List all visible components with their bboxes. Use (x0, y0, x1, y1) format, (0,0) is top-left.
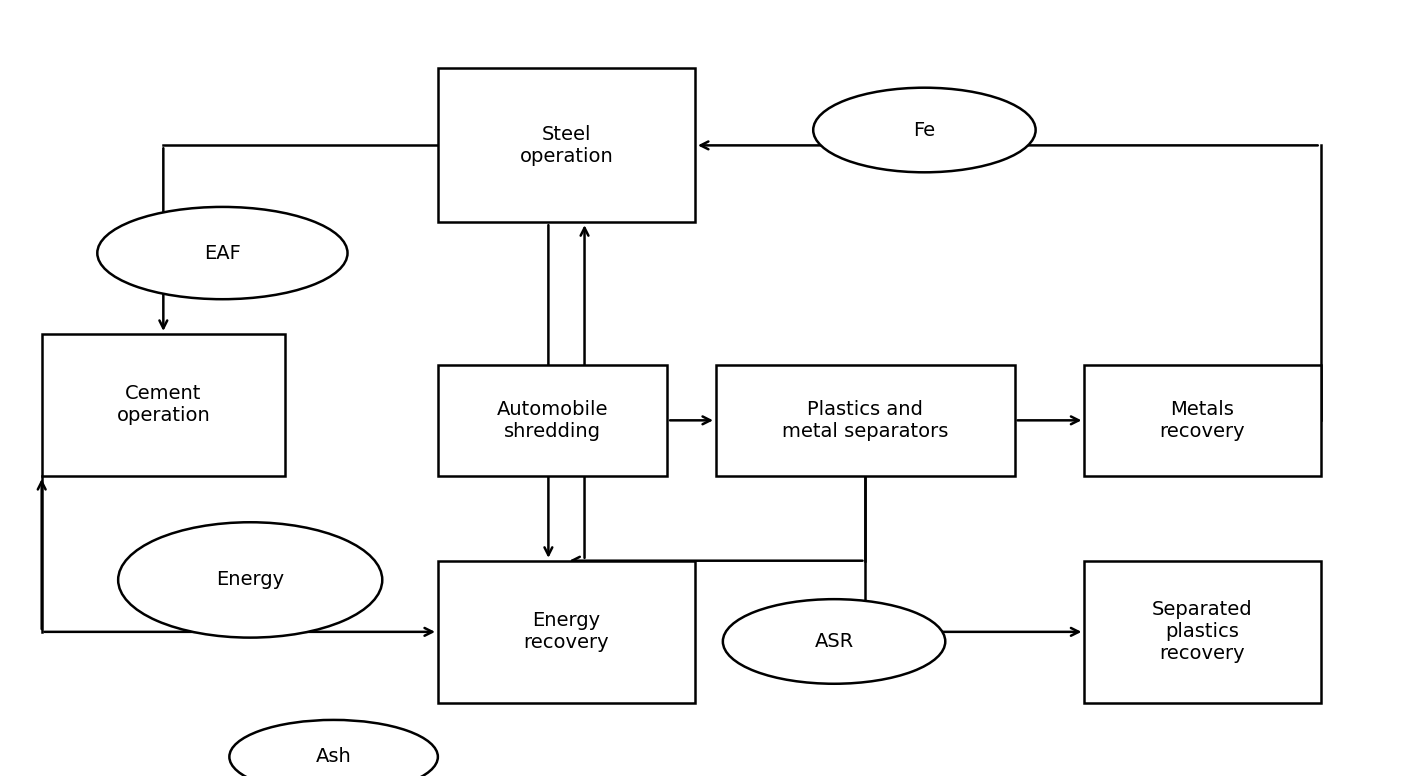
Text: Fe: Fe (914, 121, 935, 139)
Text: Automobile
shredding: Automobile shredding (497, 400, 608, 441)
FancyBboxPatch shape (1084, 561, 1321, 703)
Text: Metals
recovery: Metals recovery (1160, 400, 1245, 441)
FancyBboxPatch shape (438, 561, 695, 703)
Text: Energy
recovery: Energy recovery (524, 612, 609, 652)
Text: Cement
operation: Cement operation (117, 384, 211, 425)
Ellipse shape (723, 599, 945, 684)
Text: Ash: Ash (316, 747, 351, 767)
FancyBboxPatch shape (438, 365, 667, 476)
Text: Plastics and
metal separators: Plastics and metal separators (782, 400, 949, 441)
Ellipse shape (118, 522, 382, 637)
Text: ASR: ASR (814, 632, 854, 651)
FancyBboxPatch shape (438, 68, 695, 222)
Text: Energy: Energy (216, 571, 284, 590)
Ellipse shape (97, 207, 348, 299)
Ellipse shape (229, 720, 438, 783)
FancyBboxPatch shape (42, 334, 285, 476)
Ellipse shape (813, 88, 1036, 172)
FancyBboxPatch shape (1084, 365, 1321, 476)
Text: Separated
plastics
recovery: Separated plastics recovery (1153, 601, 1252, 663)
Text: EAF: EAF (204, 244, 241, 262)
FancyBboxPatch shape (716, 365, 1015, 476)
Text: Steel
operation: Steel operation (519, 124, 614, 166)
